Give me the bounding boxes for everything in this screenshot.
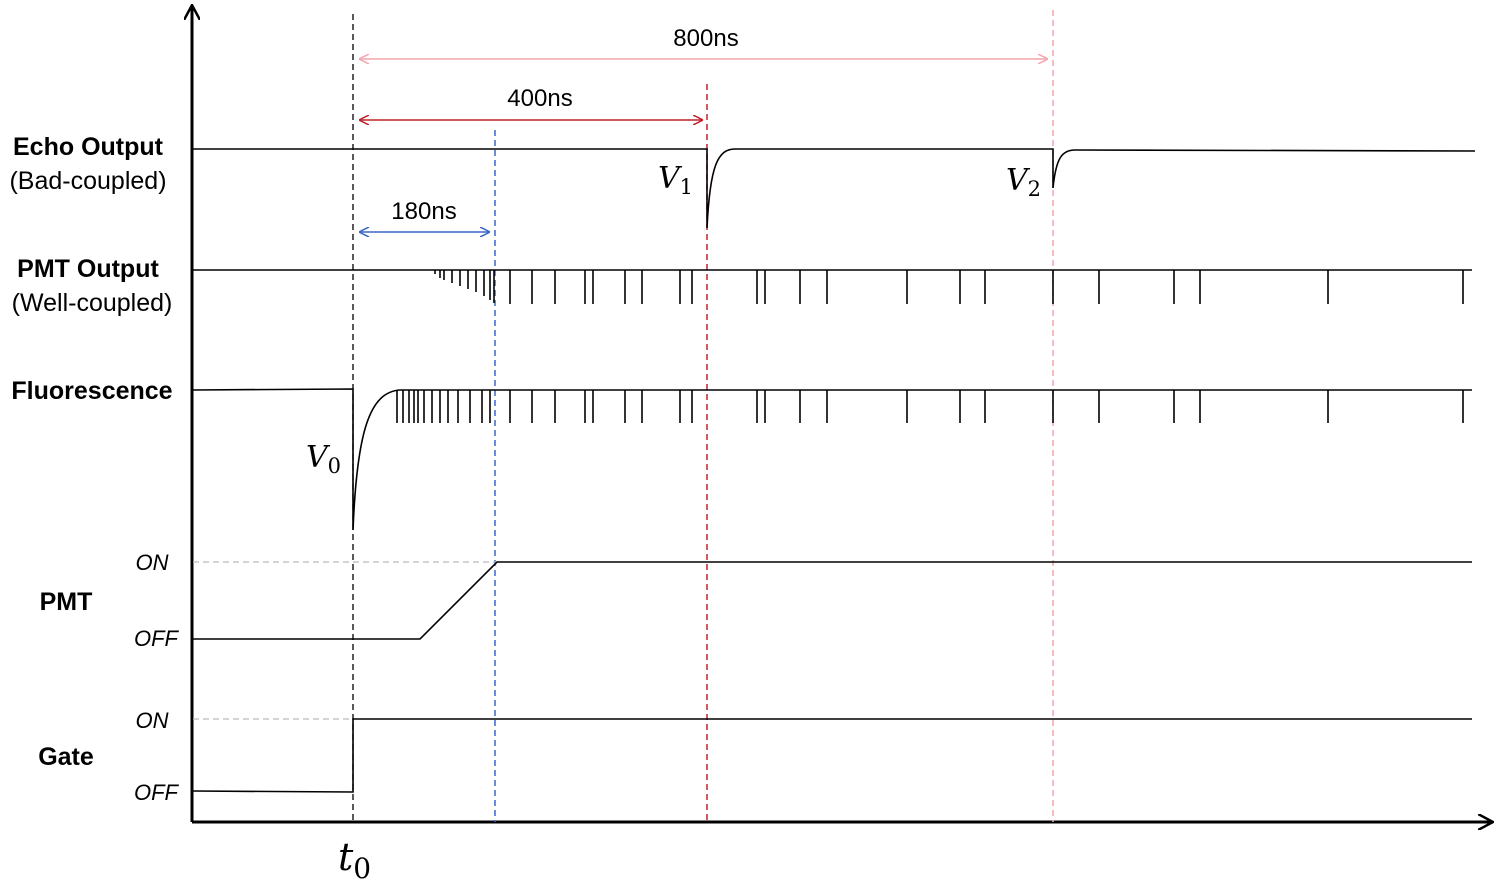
symbol: V	[658, 161, 683, 196]
symbol: t	[338, 835, 354, 879]
echo-waveform	[193, 148, 1476, 229]
signal-label: PMT	[40, 588, 93, 616]
signal-label: PMT Output	[17, 255, 159, 283]
subscript: 0	[353, 852, 371, 885]
level-off: OFF	[134, 626, 180, 651]
signal-label: Fluorescence	[11, 377, 172, 405]
symbol: V	[1006, 163, 1031, 198]
marker-label: V1	[658, 161, 693, 199]
marker-label: V0	[306, 440, 341, 478]
signal-label: Echo Output	[13, 133, 164, 161]
level-off: OFF	[134, 780, 180, 805]
level-on: ON	[136, 708, 169, 733]
signal-label: Gate	[38, 743, 94, 771]
photon-spikes	[396, 270, 1464, 423]
symbol: V	[306, 440, 331, 475]
signal-sublabel: (Well-coupled)	[12, 289, 173, 317]
marker-label: V2	[1006, 163, 1041, 201]
subscript: 1	[680, 175, 693, 199]
subscript: 0	[328, 454, 341, 478]
subscript: 2	[1028, 177, 1041, 201]
fluorescence-waveform	[192, 388, 1472, 531]
interval-label: 400ns	[507, 85, 572, 112]
level-on: ON	[136, 550, 169, 575]
interval-label: 180ns	[391, 198, 456, 225]
interval-label: 800ns	[673, 25, 738, 52]
signal-sublabel: (Bad-coupled)	[9, 167, 166, 195]
pmt-gate-waveform	[193, 561, 1472, 640]
gate-waveform	[192, 718, 1472, 793]
time-origin-label: t0	[338, 835, 371, 885]
